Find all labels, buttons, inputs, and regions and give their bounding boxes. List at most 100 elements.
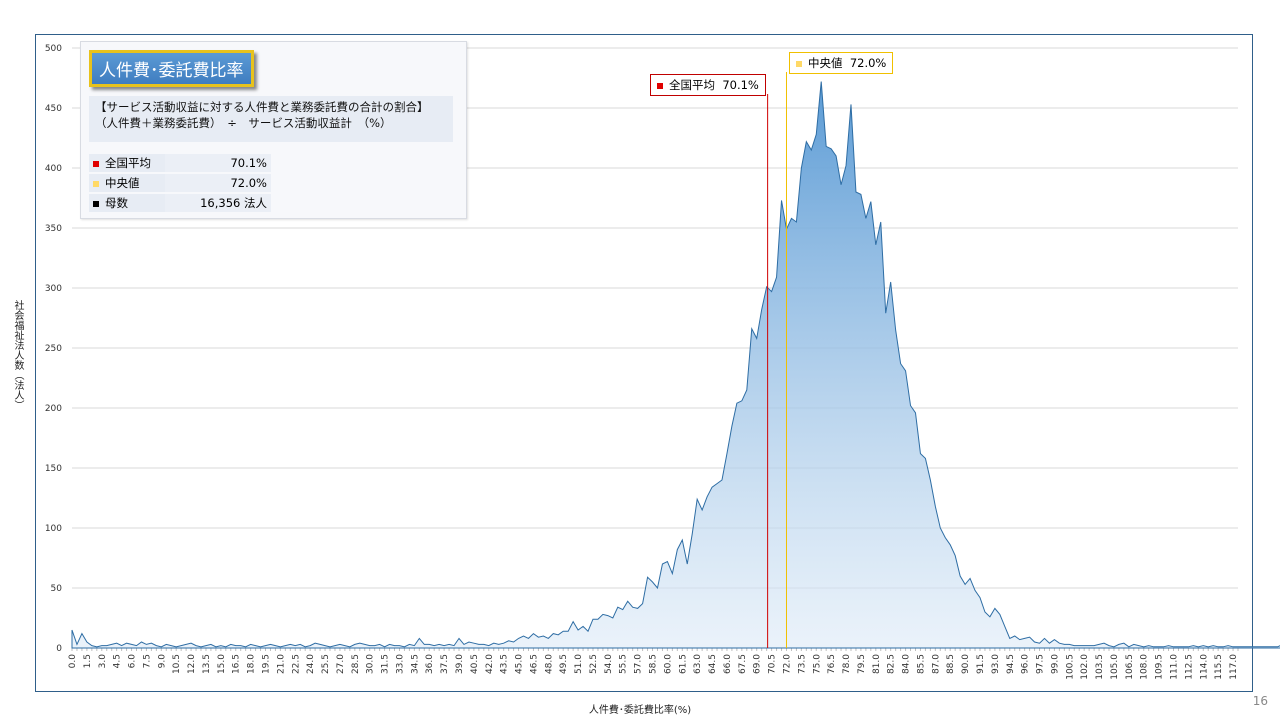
stats-row-median: 中央値 72.0%	[89, 174, 271, 192]
x-tick-label: 96.0	[1021, 654, 1031, 674]
x-tick-label: 51.0	[574, 654, 584, 674]
x-tick-label: 85.5	[916, 654, 926, 674]
x-tick-label: 115.5	[1214, 654, 1224, 680]
median-callout-label: 中央値	[808, 56, 843, 70]
page-number: 16	[1252, 694, 1268, 708]
x-tick-label: 63.0	[693, 654, 703, 674]
stat-label: 全国平均	[105, 156, 151, 170]
x-tick-label: 18.0	[247, 654, 257, 674]
x-tick-label: 112.5	[1184, 654, 1194, 680]
x-tick-label: 79.5	[857, 654, 867, 674]
distribution-area	[71, 81, 1280, 649]
x-tick-label: 61.5	[678, 654, 688, 674]
median-callout-value: 72.0%	[849, 56, 887, 70]
x-tick-label: 67.5	[738, 654, 748, 674]
x-tick-label: 58.5	[649, 654, 659, 674]
x-tick-label: 87.0	[931, 654, 941, 674]
stat-value: 70.1%	[165, 154, 271, 172]
x-tick-label: 21.0	[276, 654, 286, 674]
x-tick-label: 109.5	[1155, 654, 1165, 680]
x-tick-label: 105.0	[1110, 654, 1120, 680]
x-tick-label: 82.5	[887, 654, 897, 674]
mean-callout: 全国平均 70.1%	[650, 74, 766, 96]
y-tick-label: 450	[45, 104, 62, 114]
stats-table: 全国平均 70.1% 中央値 72.0% 母数 16,356 法人	[89, 152, 271, 214]
stat-value: 72.0%	[165, 174, 271, 192]
x-tick-label: 7.5	[142, 654, 152, 668]
x-tick-label: 36.0	[425, 654, 435, 674]
x-tick-label: 90.0	[961, 654, 971, 674]
median-callout: 中央値 72.0%	[789, 52, 894, 74]
stats-row-mean: 全国平均 70.1%	[89, 154, 271, 172]
x-tick-label: 43.5	[500, 654, 510, 674]
x-tick-label: 76.5	[827, 654, 837, 674]
x-tick-label: 88.5	[946, 654, 956, 674]
x-tick-label: 30.0	[366, 654, 376, 674]
stat-value: 16,356 法人	[165, 194, 271, 212]
description-line-1: 【サービス活動収益に対する人件費と業務委託費の合計の割合】	[95, 100, 429, 114]
x-tick-label: 108.0	[1140, 654, 1150, 680]
mean-marker-icon	[93, 160, 99, 167]
y-tick-labels: 0 50 100 150 200 250 300 350 400 450 500	[45, 44, 62, 654]
x-tick-label: 114.0	[1199, 654, 1209, 680]
x-tick-label: 19.5	[262, 654, 272, 674]
x-tick-label: 94.5	[1006, 654, 1016, 674]
x-tick-label: 55.5	[619, 654, 629, 674]
x-tick-label: 117.0	[1229, 654, 1239, 680]
x-tick-label: 102.0	[1080, 654, 1090, 680]
x-tick-label: 40.5	[470, 654, 480, 674]
y-tick-label: 200	[45, 404, 62, 414]
y-tick-label: 0	[56, 644, 62, 654]
x-tick-label: 13.5	[202, 654, 212, 674]
x-axis-label: 人件費･委託費比率(%)	[588, 705, 692, 716]
x-tick-label: 24.0	[306, 654, 316, 674]
y-axis-label: 社会福祉法人数（法人）	[12, 300, 23, 410]
x-tick-label: 10.5	[172, 654, 182, 674]
count-marker-icon	[93, 200, 99, 207]
x-tick-label: 31.5	[381, 654, 391, 674]
x-tick-label: 45.0	[515, 654, 525, 674]
x-tick-label: 0.0	[68, 654, 78, 669]
x-tick-label: 52.5	[589, 654, 599, 674]
x-tick-label: 34.5	[410, 654, 420, 674]
x-tick-label: 100.5	[1065, 654, 1075, 680]
chart-frame	[35, 34, 1253, 692]
x-tick-label: 46.5	[529, 654, 539, 674]
x-tick-label: 57.0	[634, 654, 644, 674]
x-tick-label: 70.5	[768, 654, 778, 674]
x-tick-label: 99.0	[1050, 654, 1060, 674]
x-tick-label: 4.5	[113, 654, 123, 668]
x-tick-label: 22.5	[291, 654, 301, 674]
y-tick-label: 250	[45, 344, 62, 354]
x-tick-label: 42.0	[485, 654, 495, 674]
description-line-2: （人件費＋業務委託費） ÷ サービス活動収益計 （%）	[95, 116, 392, 130]
stat-label: 母数	[105, 196, 128, 210]
x-tick-label: 9.0	[157, 654, 167, 669]
x-tick-label: 49.5	[559, 654, 569, 674]
info-panel: 人件費･委託費比率 【サービス活動収益に対する人件費と業務委託費の合計の割合】 …	[80, 41, 467, 219]
x-tick-label: 28.5	[351, 654, 361, 674]
mean-callout-value: 70.1%	[722, 78, 759, 92]
x-tick-label: 103.5	[1095, 654, 1105, 680]
x-tick-label: 15.0	[217, 654, 227, 674]
y-tick-label: 50	[51, 584, 63, 594]
x-tick-label: 33.0	[395, 654, 405, 674]
x-tick-label: 54.0	[604, 654, 614, 674]
x-tick-label: 111.0	[1169, 654, 1179, 680]
y-tick-label: 500	[45, 44, 62, 54]
mean-marker-icon	[657, 82, 663, 89]
x-tick-label: 64.5	[708, 654, 718, 674]
y-tick-label: 100	[45, 524, 62, 534]
y-tick-label: 300	[45, 284, 62, 294]
x-tick-label: 12.0	[187, 654, 197, 674]
x-tick-label: 60.0	[663, 654, 673, 674]
stats-row-count: 母数 16,356 法人	[89, 194, 271, 212]
y-tick-label: 350	[45, 224, 62, 234]
x-tick-label: 37.5	[440, 654, 450, 674]
y-tick-label: 400	[45, 164, 62, 174]
x-tick-label: 73.5	[797, 654, 807, 674]
x-tick-label: 91.5	[976, 654, 986, 674]
x-tick-label: 3.0	[98, 654, 108, 669]
x-tick-label: 75.0	[812, 654, 822, 674]
